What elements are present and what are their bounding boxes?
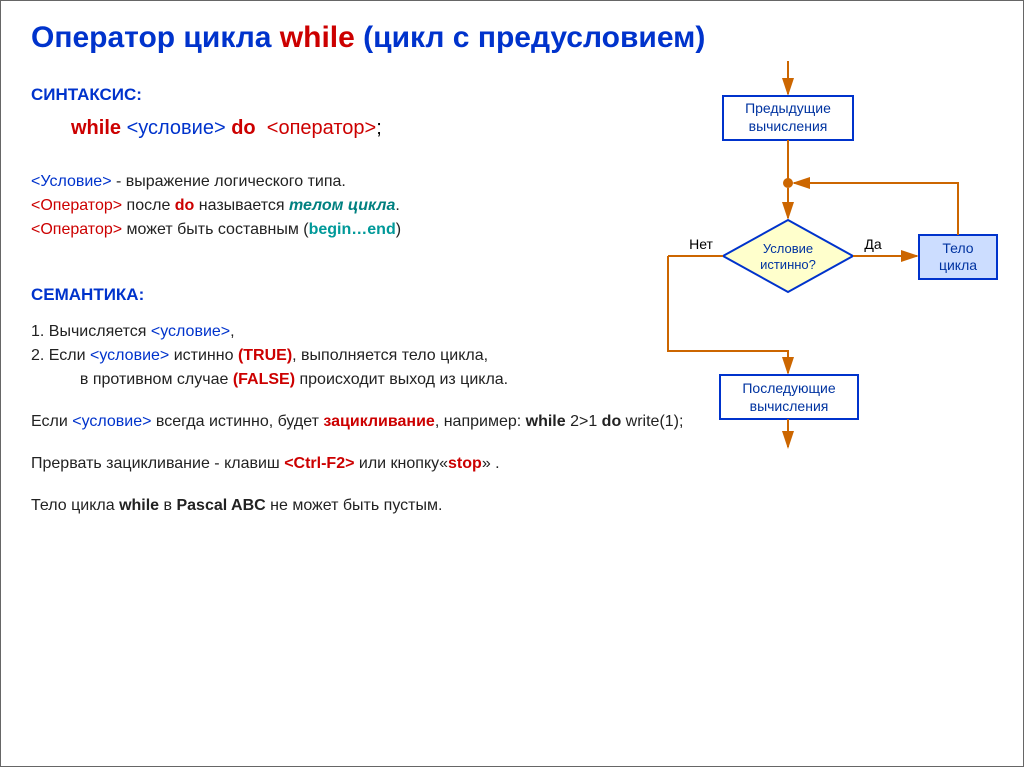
yes-label: Да: [864, 236, 881, 252]
semi: ;: [376, 117, 382, 139]
title-prefix: Оператор цикла: [31, 21, 271, 54]
title-keyword: while: [280, 21, 355, 54]
body-term: телом цикла: [289, 197, 395, 214]
svg-text:Условие: Условие: [763, 241, 813, 256]
flowchart-diagram: Предыдущие вычисления Условие истинно? Д…: [563, 61, 1003, 451]
slide-title: Оператор цикла while (цикл с предусловие…: [31, 21, 993, 55]
kw-op: <оператор>: [267, 117, 376, 139]
kw-do: do: [231, 117, 255, 139]
op-term: <Оператор>: [31, 197, 122, 214]
svg-text:Последующие: Последующие: [742, 380, 836, 396]
svg-text:Предыдущие: Предыдущие: [745, 100, 831, 116]
kw-while: while: [71, 117, 121, 139]
condition-diamond: [723, 220, 853, 292]
cond-term: <Условие>: [31, 173, 112, 190]
svg-text:вычисления: вычисления: [749, 118, 828, 134]
kw-cond: <условие>: [127, 117, 226, 139]
svg-text:вычисления: вычисления: [750, 398, 829, 414]
svg-text:истинно?: истинно?: [760, 257, 816, 272]
svg-text:Тело: Тело: [942, 240, 973, 256]
title-suffix: (цикл с предусловием): [363, 21, 705, 54]
svg-text:цикла: цикла: [939, 257, 977, 273]
description-block: <Условие> - выражение логического типа. …: [31, 170, 571, 242]
no-label: Нет: [689, 236, 713, 252]
